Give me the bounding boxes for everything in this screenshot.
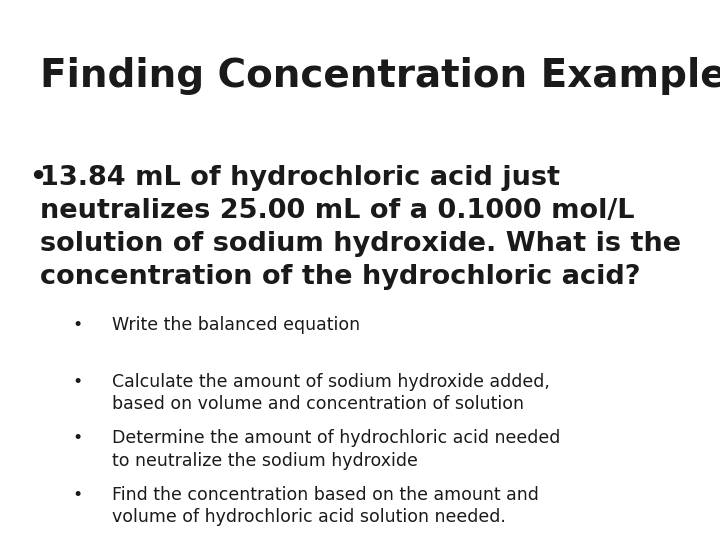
Text: Determine the amount of hydrochloric acid needed
to neutralize the sodium hydrox: Determine the amount of hydrochloric aci… bbox=[112, 429, 560, 469]
Text: •: • bbox=[72, 316, 82, 334]
Text: Find the concentration based on the amount and
volume of hydrochloric acid solut: Find the concentration based on the amou… bbox=[112, 486, 539, 526]
Text: •: • bbox=[72, 429, 82, 447]
Text: •: • bbox=[72, 373, 82, 390]
Text: Calculate the amount of sodium hydroxide added,
based on volume and concentratio: Calculate the amount of sodium hydroxide… bbox=[112, 373, 549, 413]
Text: 13.84 mL of hydrochloric acid just
neutralizes 25.00 mL of a 0.1000 mol/L
soluti: 13.84 mL of hydrochloric acid just neutr… bbox=[40, 165, 680, 289]
Text: Write the balanced equation: Write the balanced equation bbox=[112, 316, 360, 334]
Text: •: • bbox=[72, 486, 82, 504]
Text: •: • bbox=[29, 165, 46, 191]
Text: Finding Concentration Example: Finding Concentration Example bbox=[40, 57, 720, 94]
